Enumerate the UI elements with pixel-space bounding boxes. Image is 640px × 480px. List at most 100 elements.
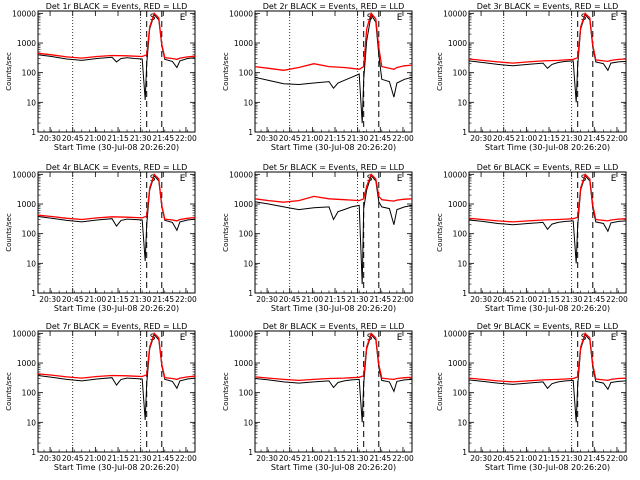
y-tick-label: 1000 — [448, 39, 467, 48]
x-tick-label: 22:00 — [175, 454, 197, 463]
plot-frame — [254, 171, 413, 294]
x-tick-label: 21:00 — [85, 295, 107, 304]
x-tick-label: 20:30 — [39, 134, 61, 143]
detector-panel-8: Det 8r BLACK = Events, RED = LLD 1 10 100 10… — [222, 322, 414, 472]
x-tick-label: 21:15 — [538, 295, 560, 304]
series-line-events — [254, 13, 413, 124]
x-tick-label: 21:00 — [302, 454, 324, 463]
x-tick-label: 21:15 — [538, 134, 560, 143]
y-tick-label: 1 — [248, 128, 253, 137]
x-tick-label: 20:30 — [470, 295, 492, 304]
series-line-lld — [37, 12, 196, 61]
x-tick-label: 21:30 — [347, 134, 369, 143]
y-tick-label: 10 — [26, 259, 36, 268]
x-tick-label: 20:45 — [279, 295, 301, 304]
x-tick-label: 20:45 — [493, 295, 515, 304]
y-tick-label: 1000 — [17, 359, 36, 368]
x-tick-label: 21:45 — [583, 295, 605, 304]
y-tick-label: 10000 — [229, 9, 253, 18]
x-tick-label: 21:00 — [516, 454, 538, 463]
y-tick-label: 1 — [248, 289, 253, 298]
x-tick-label: 21:30 — [561, 295, 583, 304]
y-tick-label: 10 — [457, 259, 467, 268]
y-axis-label: Counts/sec — [436, 52, 444, 91]
x-tick-label: 21:15 — [324, 454, 346, 463]
y-tick-label: 1000 — [234, 359, 253, 368]
y-tick-label: 10 — [457, 418, 467, 427]
detector-panel-9: Det 9r BLACK = Events, RED = LLD 1 10 100 10… — [436, 322, 628, 472]
x-tick-label: 20:45 — [62, 454, 84, 463]
series-line-events — [468, 333, 627, 423]
y-tick-label: 10 — [457, 98, 467, 107]
y-tick-label: 10000 — [12, 9, 36, 18]
x-tick-label: 21:45 — [583, 134, 605, 143]
x-tick-label: 21:30 — [347, 454, 369, 463]
y-tick-label: 1 — [31, 448, 36, 457]
x-tick-label: 20:30 — [470, 454, 492, 463]
y-tick-label: 1 — [31, 289, 36, 298]
y-axis-label: Counts/sec — [436, 372, 444, 411]
series-line-lld — [37, 332, 196, 381]
y-tick-label: 10000 — [443, 329, 467, 338]
y-tick-label: 10000 — [12, 329, 36, 338]
x-tick-label: 22:00 — [392, 134, 414, 143]
x-tick-label: 20:30 — [39, 295, 61, 304]
y-axis-label: Counts/sec — [222, 52, 230, 91]
x-tick-label: 21:45 — [152, 454, 174, 463]
detector-panel-1: Det 1r BLACK = Events, RED = LLD 1 10 100 10… — [5, 2, 197, 152]
end-marker-label: E — [611, 13, 617, 23]
x-tick-label: 21:45 — [369, 454, 391, 463]
x-tick-label: 22:00 — [175, 295, 197, 304]
x-tick-label: 21:45 — [152, 134, 174, 143]
y-tick-label: 100 — [453, 389, 468, 398]
panel-title: Det 6r BLACK = Events, RED = LLD — [477, 163, 619, 172]
x-axis-label: Start Time (30-Jul-08 20:26:20) — [54, 143, 179, 152]
panel-title: Det 9r BLACK = Events, RED = LLD — [477, 322, 619, 331]
y-tick-label: 100 — [239, 230, 254, 239]
panel-title: Det 8r BLACK = Events, RED = LLD — [263, 322, 405, 331]
y-tick-label: 100 — [22, 230, 37, 239]
end-marker-label: E — [611, 333, 617, 343]
x-tick-label: 21:15 — [107, 134, 129, 143]
panel-title: Det 2r BLACK = Events, RED = LLD — [263, 2, 405, 11]
y-tick-label: 100 — [22, 69, 37, 78]
y-tick-label: 100 — [453, 69, 468, 78]
panel-title: Det 7r BLACK = Events, RED = LLD — [46, 322, 188, 331]
y-tick-label: 1000 — [17, 39, 36, 48]
plot-frame — [37, 10, 196, 133]
plot-frame — [254, 330, 413, 453]
x-axis-label: Start Time (30-Jul-08 20:26:20) — [485, 463, 610, 472]
x-tick-label: 20:30 — [256, 134, 278, 143]
x-tick-label: 20:30 — [470, 134, 492, 143]
end-marker-label: E — [180, 333, 186, 343]
x-tick-label: 21:45 — [369, 134, 391, 143]
series-line-events — [254, 174, 413, 285]
y-tick-label: 1 — [462, 448, 467, 457]
y-axis-label: Counts/sec — [5, 372, 13, 411]
y-tick-label: 10000 — [12, 170, 36, 179]
series-line-lld — [468, 173, 627, 223]
x-tick-label: 22:00 — [392, 454, 414, 463]
x-tick-label: 21:45 — [152, 295, 174, 304]
x-tick-label: 21:00 — [85, 134, 107, 143]
x-tick-label: 21:15 — [538, 454, 560, 463]
end-marker-label: E — [180, 13, 186, 23]
x-axis-label: Start Time (30-Jul-08 20:26:20) — [271, 463, 396, 472]
plot-frame — [468, 171, 627, 294]
series-line-lld — [37, 173, 196, 222]
x-tick-label: 20:45 — [279, 134, 301, 143]
y-tick-label: 100 — [239, 69, 254, 78]
end-marker-label: E — [397, 333, 403, 343]
end-marker-label: E — [397, 174, 403, 184]
x-tick-label: 22:00 — [175, 134, 197, 143]
x-tick-label: 21:15 — [324, 295, 346, 304]
y-tick-label: 10000 — [443, 9, 467, 18]
x-tick-label: 21:30 — [561, 454, 583, 463]
x-tick-label: 21:15 — [107, 454, 129, 463]
y-tick-label: 10000 — [229, 329, 253, 338]
x-tick-label: 21:00 — [302, 295, 324, 304]
y-tick-label: 10 — [26, 98, 36, 107]
series-line-lld — [468, 12, 627, 64]
x-tick-label: 20:45 — [493, 454, 515, 463]
